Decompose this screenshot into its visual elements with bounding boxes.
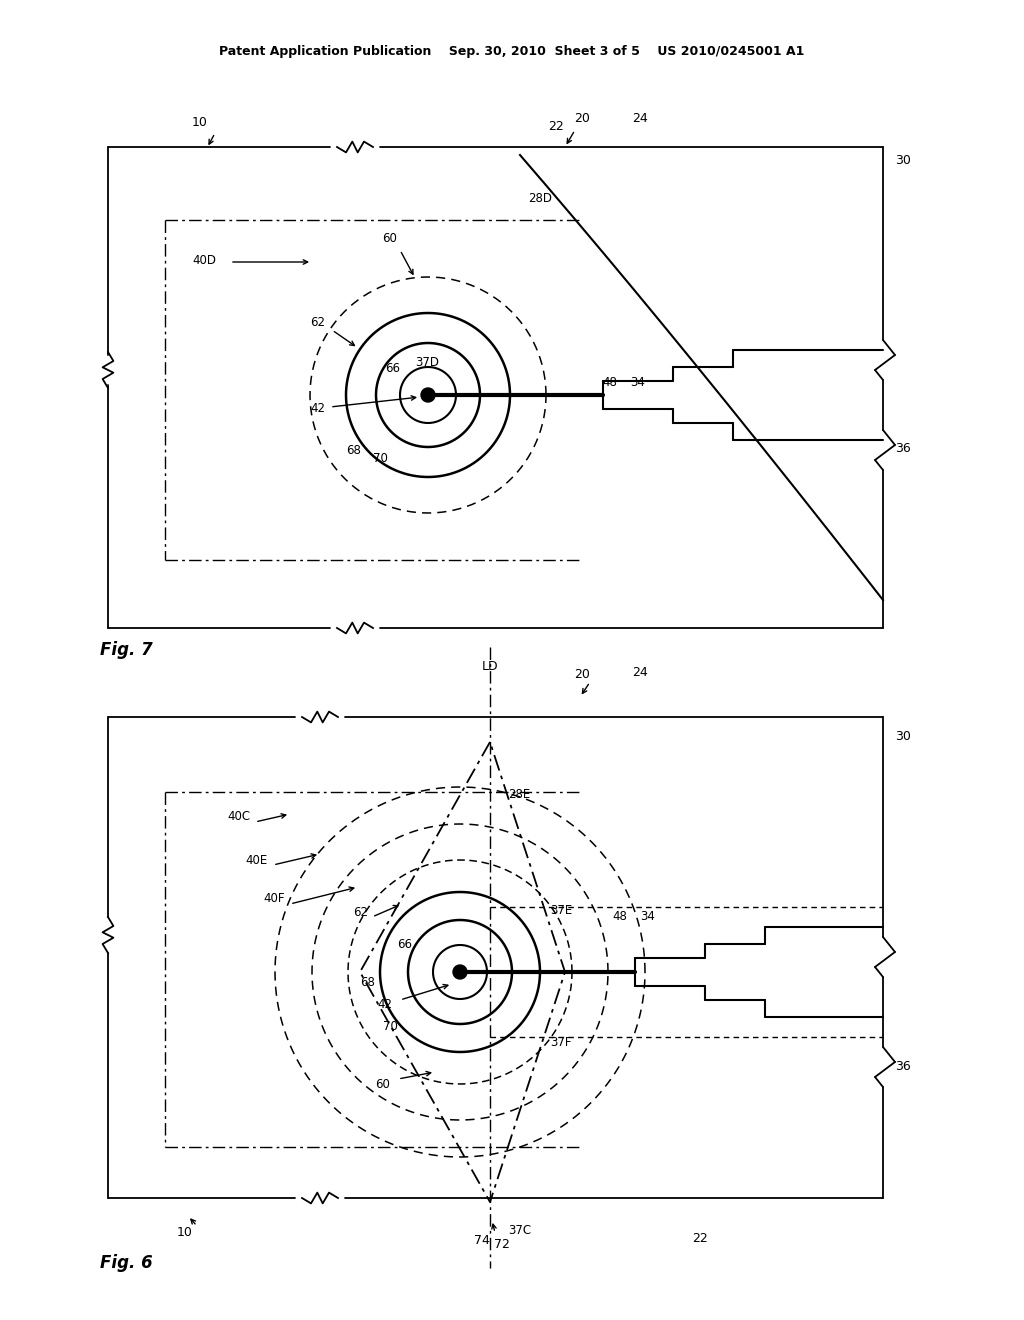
Text: 28E: 28E xyxy=(508,788,530,801)
Text: 72: 72 xyxy=(494,1238,510,1251)
Text: 70: 70 xyxy=(383,1020,397,1034)
Text: 62: 62 xyxy=(353,906,368,919)
Text: 68: 68 xyxy=(360,975,376,989)
Text: 24: 24 xyxy=(632,665,648,678)
Text: 37F: 37F xyxy=(550,1035,571,1048)
Text: 60: 60 xyxy=(383,231,397,244)
Text: 48: 48 xyxy=(612,911,628,924)
Text: 36: 36 xyxy=(895,441,910,454)
Text: 74: 74 xyxy=(474,1233,489,1246)
Circle shape xyxy=(453,965,467,979)
Text: 40F: 40F xyxy=(263,892,285,906)
Text: 28D: 28D xyxy=(528,191,552,205)
Text: 37C: 37C xyxy=(508,1224,531,1237)
Text: 22: 22 xyxy=(692,1232,708,1245)
Text: 30: 30 xyxy=(895,730,911,743)
Text: 34: 34 xyxy=(631,375,645,388)
Text: 66: 66 xyxy=(385,362,400,375)
Text: 20: 20 xyxy=(574,112,590,125)
Text: 66: 66 xyxy=(397,937,413,950)
Text: 37D: 37D xyxy=(415,355,439,368)
Text: 42: 42 xyxy=(310,401,326,414)
Text: 24: 24 xyxy=(632,112,648,125)
Circle shape xyxy=(421,388,435,403)
Text: 70: 70 xyxy=(373,451,387,465)
Text: Fig. 7: Fig. 7 xyxy=(100,642,153,659)
Text: 42: 42 xyxy=(378,998,392,1011)
Text: Fig. 6: Fig. 6 xyxy=(100,1254,153,1272)
Text: 68: 68 xyxy=(346,444,361,457)
Text: 40E: 40E xyxy=(246,854,268,866)
Text: 10: 10 xyxy=(177,1226,193,1239)
Text: Patent Application Publication    Sep. 30, 2010  Sheet 3 of 5    US 2010/0245001: Patent Application Publication Sep. 30, … xyxy=(219,45,805,58)
Text: LD: LD xyxy=(481,660,499,673)
Text: 40D: 40D xyxy=(193,253,216,267)
Text: 34: 34 xyxy=(641,911,655,924)
Text: 40C: 40C xyxy=(227,810,250,824)
Text: 37E: 37E xyxy=(550,903,572,916)
Text: 30: 30 xyxy=(895,153,911,166)
Text: 10: 10 xyxy=(193,116,208,128)
Text: 60: 60 xyxy=(376,1077,390,1090)
Text: 48: 48 xyxy=(602,375,617,388)
Text: 62: 62 xyxy=(310,315,326,329)
Text: 22: 22 xyxy=(548,120,564,133)
Text: 36: 36 xyxy=(895,1060,910,1073)
Text: 20: 20 xyxy=(574,668,590,681)
